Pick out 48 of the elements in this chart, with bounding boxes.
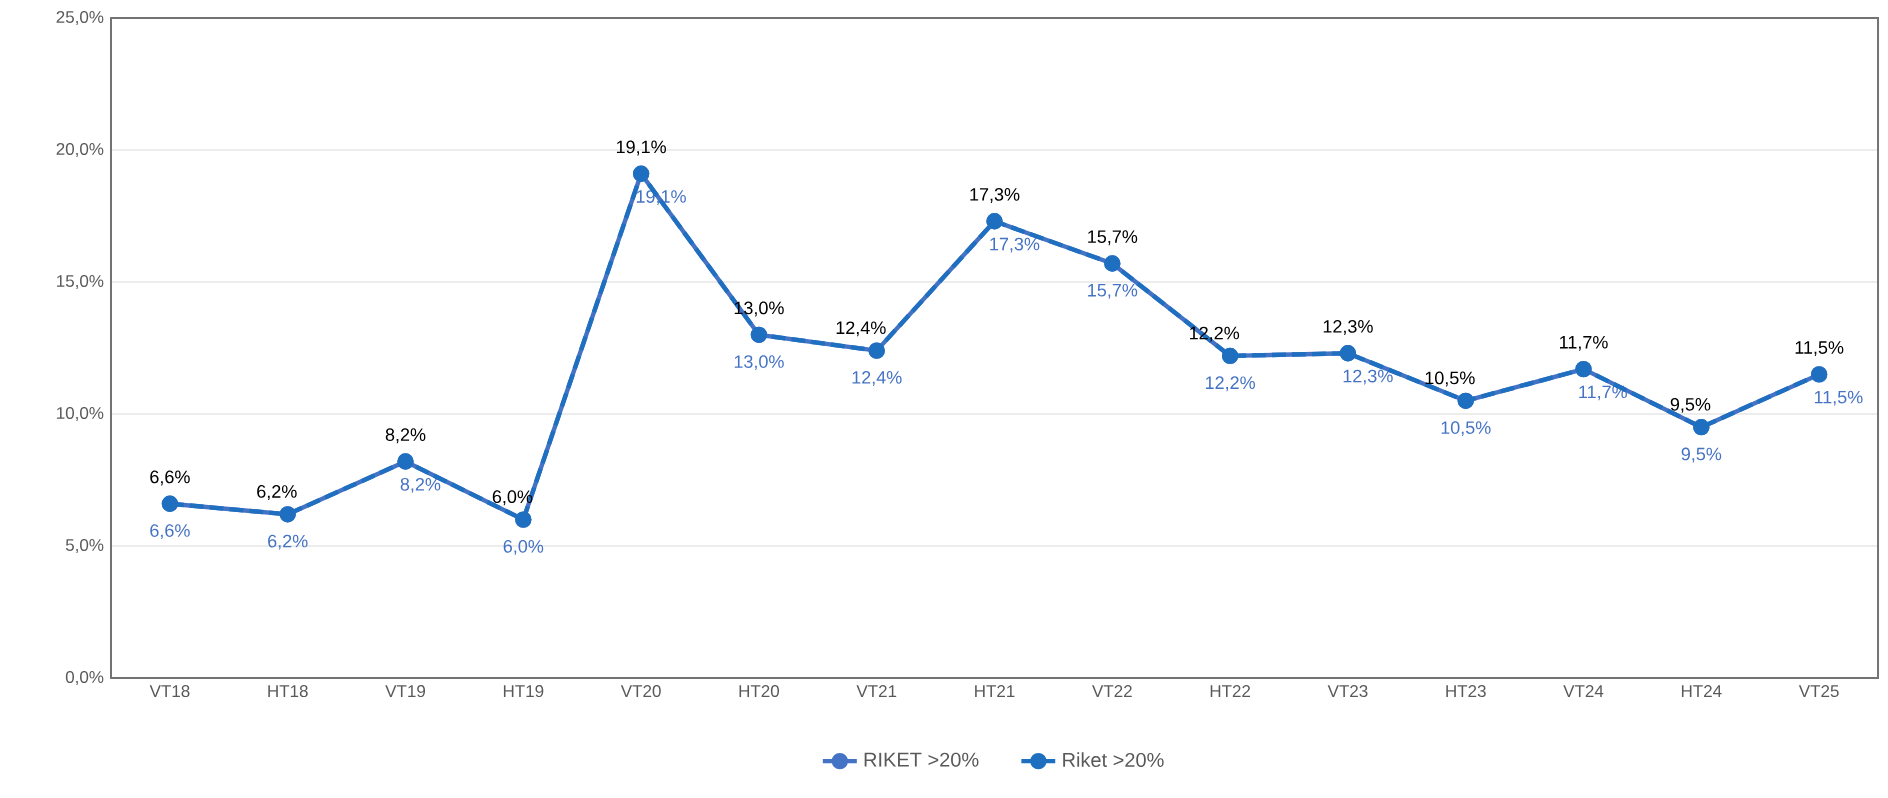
x-tick-label: VT20 <box>620 685 661 698</box>
data-label: 8,2% <box>400 477 441 493</box>
data-label: 12,4% <box>836 321 886 337</box>
legend-label: Riket >20% <box>1063 752 1164 768</box>
x-tick-label: HT21 <box>975 685 1015 697</box>
data-label: 10,5% <box>1425 371 1475 387</box>
data-label: 12,2% <box>1205 376 1255 392</box>
data-label: 17,3% <box>970 188 1020 203</box>
y-tick-label: 20,0% <box>56 142 104 158</box>
data-label: 10,5% <box>1441 421 1491 437</box>
data-label: 8,2% <box>385 428 426 444</box>
data-label: 11,7% <box>1560 335 1608 351</box>
data-label: 11,5% <box>1814 390 1863 406</box>
x-tick-label: HT23 <box>1446 685 1486 698</box>
x-tick-label: VT21 <box>856 685 897 697</box>
data-label: 13,0% <box>734 355 784 371</box>
data-label: 6,2% <box>257 485 297 500</box>
x-tick-label: HT22 <box>1210 685 1251 697</box>
data-label: 12,4% <box>852 371 902 386</box>
data-label: 6,0% <box>503 540 544 555</box>
data-label: 9,5% <box>1670 397 1711 413</box>
data-label: 12,3% <box>1343 369 1393 385</box>
x-tick-label: HT18 <box>268 685 308 698</box>
data-label: 6,6% <box>150 470 190 486</box>
x-tick-label: VT18 <box>149 685 190 698</box>
x-tick-label: HT19 <box>503 685 544 698</box>
x-tick-label: VT22 <box>1092 685 1132 697</box>
x-tick-label: VT24 <box>1563 685 1604 697</box>
y-tick-label: 0,0% <box>65 670 104 686</box>
x-tick-label: HT24 <box>1681 685 1722 697</box>
y-tick-label: 25,0% <box>56 10 104 26</box>
data-label: 6,6% <box>150 524 190 540</box>
y-tick-label: 15,0% <box>57 274 104 290</box>
data-label: 15,7% <box>1088 230 1138 246</box>
x-tick-label: VT23 <box>1327 685 1368 698</box>
y-tick-label: 10,0% <box>57 406 104 422</box>
data-label: 17,3% <box>990 237 1040 253</box>
data-label: 9,5% <box>1681 447 1722 463</box>
x-tick-label: VT19 <box>385 685 426 698</box>
data-label: 12,3% <box>1323 320 1373 335</box>
legend-label: RIKET >20% <box>864 752 979 767</box>
data-label: 15,7% <box>1088 283 1138 299</box>
x-tick-label: VT25 <box>1798 685 1839 698</box>
y-tick-label: 5,0% <box>65 538 104 554</box>
data-label: 11,5% <box>1795 341 1844 357</box>
data-label: 19,1% <box>616 140 666 156</box>
x-tick-label: HT20 <box>739 685 780 698</box>
data-label: 6,2% <box>268 534 308 550</box>
